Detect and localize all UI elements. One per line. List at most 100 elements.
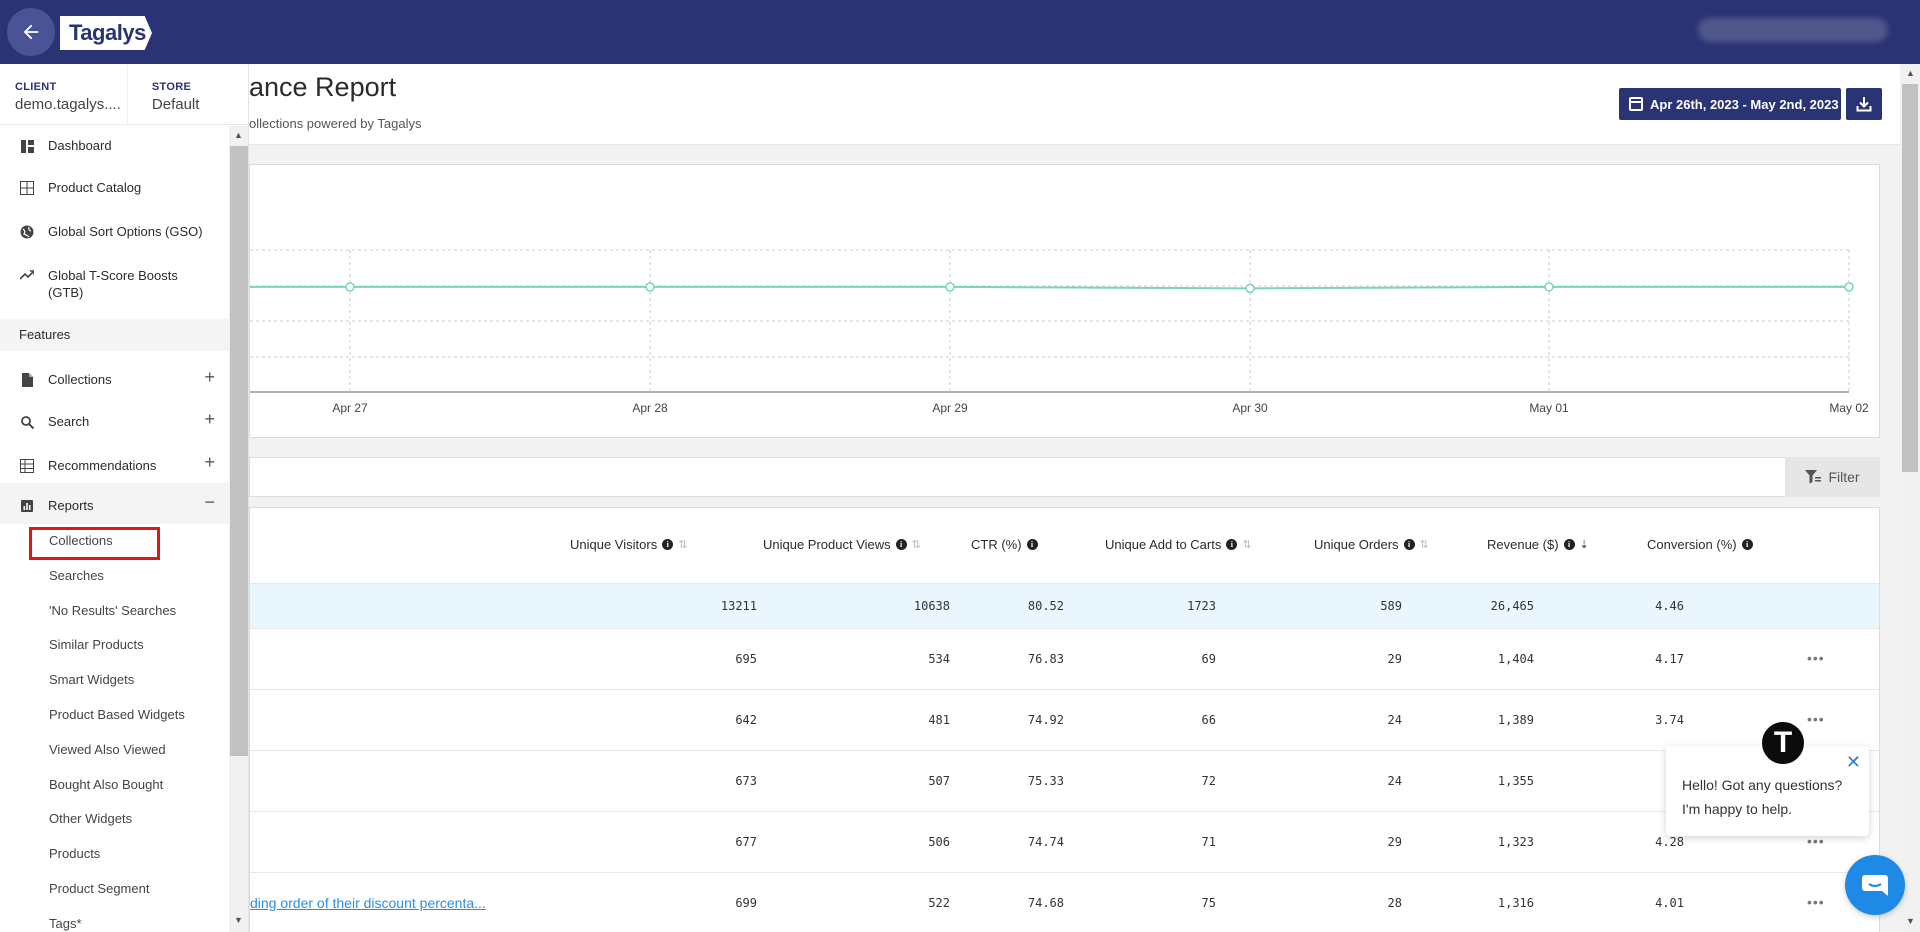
report-item-product-segment[interactable]: Product Segment — [49, 880, 150, 896]
sidebar-item-gso[interactable]: Global Sort Options (GSO) — [0, 202, 229, 245]
expand-icon[interactable]: + — [204, 367, 215, 387]
chat-launcher-button[interactable] — [1845, 855, 1905, 915]
col-header-ctr[interactable]: CTR (%) i — [971, 537, 1038, 552]
more-options-icon[interactable]: ••• — [1807, 649, 1825, 666]
sidebar-item-search[interactable]: Search + — [0, 394, 229, 437]
sort-icon[interactable]: ⇅ — [1419, 539, 1429, 551]
calendar-icon — [1629, 97, 1643, 111]
scroll-down-icon[interactable]: ▼ — [1906, 916, 1915, 926]
more-options-icon[interactable]: ••• — [1807, 710, 1825, 727]
tagalys-logo[interactable]: Tagalys — [60, 16, 152, 50]
client-value: demo.tagalys.... — [15, 96, 121, 113]
collapse-icon[interactable]: − — [204, 492, 215, 512]
table-row: 642 481 74.92 66 24 1,389 3.74 ••• — [250, 689, 1879, 750]
table-cell: 29 — [1387, 651, 1402, 666]
column-label: CTR (%) — [971, 537, 1022, 552]
client-selector[interactable]: CLIENT demo.tagalys.... — [0, 64, 121, 124]
sidebar-scrollbar-thumb[interactable] — [230, 146, 248, 756]
column-label: Conversion (%) — [1647, 537, 1737, 552]
report-item-smart-widgets[interactable]: Smart Widgets — [49, 672, 135, 688]
info-icon[interactable]: i — [1403, 539, 1415, 550]
info-icon[interactable]: i — [895, 539, 907, 550]
report-item-no-results-searches[interactable]: 'No Results' Searches — [49, 602, 177, 618]
data-point — [1844, 282, 1854, 292]
store-label: STORE — [151, 81, 192, 93]
table-cell: 66 — [1201, 712, 1216, 727]
page-scrollbar-thumb[interactable] — [1902, 84, 1918, 472]
table-cell: 1,404 — [1497, 651, 1534, 666]
col-header-unique-orders[interactable]: Unique Orders i ⇅ — [1314, 537, 1429, 552]
globe-icon — [19, 224, 35, 240]
column-label: Unique Visitors — [570, 537, 658, 552]
report-item-product-based-widgets[interactable]: Product Based Widgets — [49, 706, 185, 722]
x-tick-label: Apr 30 — [1232, 401, 1268, 415]
x-tick-label: May 01 — [1529, 401, 1569, 415]
expand-icon[interactable]: + — [204, 409, 215, 429]
more-options-icon[interactable]: ••• — [1807, 832, 1825, 849]
sidebar-item-label: Global Sort Options (GSO) — [48, 224, 203, 239]
col-header-unique-product-views[interactable]: Unique Product Views i ⇅ — [763, 537, 921, 552]
table-cell: 1,323 — [1497, 834, 1534, 849]
user-menu[interactable] — [1698, 18, 1888, 42]
report-item-similar-products[interactable]: Similar Products — [49, 637, 144, 653]
sidebar-item-product-catalog[interactable]: Product Catalog — [0, 160, 229, 202]
page-subtitle: ollections powered by Tagalys — [249, 116, 422, 131]
table-cell: 1723 — [1187, 598, 1216, 613]
table-cell: 4.46 — [1655, 598, 1684, 613]
sort-icon[interactable]: ⇅ — [678, 539, 688, 551]
table-cell: 522 — [928, 895, 950, 910]
date-range-button[interactable]: Apr 26th, 2023 - May 2nd, 2023 — [1619, 88, 1841, 120]
download-icon — [1856, 97, 1872, 112]
scroll-down-icon[interactable]: ▼ — [234, 915, 243, 925]
report-item-label: Collections — [49, 533, 113, 548]
col-header-revenue[interactable]: Revenue ($) i ⇣ — [1487, 537, 1589, 552]
close-icon[interactable]: ✕ — [1845, 752, 1861, 772]
report-item-viewed-also-viewed[interactable]: Viewed Also Viewed — [49, 741, 166, 757]
table-cell: 673 — [735, 773, 757, 788]
report-item-collections[interactable]: Collections — [0, 524, 229, 560]
document-icon — [19, 372, 35, 388]
report-item-other-widgets[interactable]: Other Widgets — [49, 811, 133, 827]
sidebar-item-gtb[interactable]: Global T-Score Boosts (GTB) — [0, 245, 229, 319]
info-icon[interactable]: i — [662, 539, 674, 550]
report-item-tags[interactable]: Tags* — [49, 915, 82, 931]
collection-link[interactable]: ding order of their discount percenta... — [250, 894, 486, 911]
grid-icon — [19, 180, 35, 196]
scroll-up-icon[interactable]: ▲ — [1906, 68, 1915, 78]
col-header-conversion[interactable]: Conversion (%) i — [1647, 537, 1753, 552]
chat-popup[interactable]: ✕ Hello! Got any questions? I'm happy to… — [1666, 746, 1869, 836]
info-icon[interactable]: i — [1026, 539, 1038, 550]
report-item-searches[interactable]: Searches — [49, 567, 104, 583]
table-cell: 13211 — [720, 598, 757, 613]
back-button[interactable] — [7, 8, 55, 56]
download-button[interactable] — [1846, 88, 1882, 120]
sort-desc-icon[interactable]: ⇣ — [1579, 539, 1589, 551]
store-selector[interactable]: STORE Default — [126, 64, 199, 124]
sidebar-item-collections[interactable]: Collections + — [0, 351, 229, 394]
sidebar-item-reports[interactable]: Reports − — [0, 483, 229, 524]
sidebar-item-recommendations[interactable]: Recommendations + — [0, 437, 229, 479]
sidebar-item-label: Product Catalog — [48, 180, 142, 195]
report-item-bought-also-bought[interactable]: Bought Also Bought — [49, 776, 164, 792]
col-header-unique-add-to-carts[interactable]: Unique Add to Carts i ⇅ — [1105, 537, 1252, 552]
filter-button[interactable]: Filter — [1785, 457, 1880, 497]
info-icon[interactable]: i — [1741, 539, 1753, 550]
client-store-selector[interactable]: CLIENT demo.tagalys.... STORE Default — [0, 64, 248, 125]
report-item-products[interactable]: Products — [49, 846, 101, 862]
expand-icon[interactable]: + — [204, 452, 215, 472]
sidebar: CLIENT demo.tagalys.... STORE Default Da… — [0, 64, 249, 932]
sort-icon[interactable]: ⇅ — [1242, 539, 1252, 551]
scroll-up-icon[interactable]: ▲ — [234, 130, 243, 140]
more-options-icon[interactable]: ••• — [1807, 893, 1825, 910]
info-icon[interactable]: i — [1226, 539, 1238, 550]
col-header-unique-visitors[interactable]: Unique Visitors i ⇅ — [570, 537, 687, 552]
info-icon[interactable]: i — [1563, 539, 1575, 550]
sort-icon[interactable]: ⇅ — [911, 539, 921, 551]
table-cell: 74.68 — [1027, 895, 1064, 910]
table-cell: 677 — [735, 834, 757, 849]
sidebar-item-dashboard[interactable]: Dashboard — [0, 126, 229, 160]
table-cell: 69 — [1201, 651, 1216, 666]
table-icon — [19, 458, 35, 474]
table-cell: 1,316 — [1497, 895, 1534, 910]
